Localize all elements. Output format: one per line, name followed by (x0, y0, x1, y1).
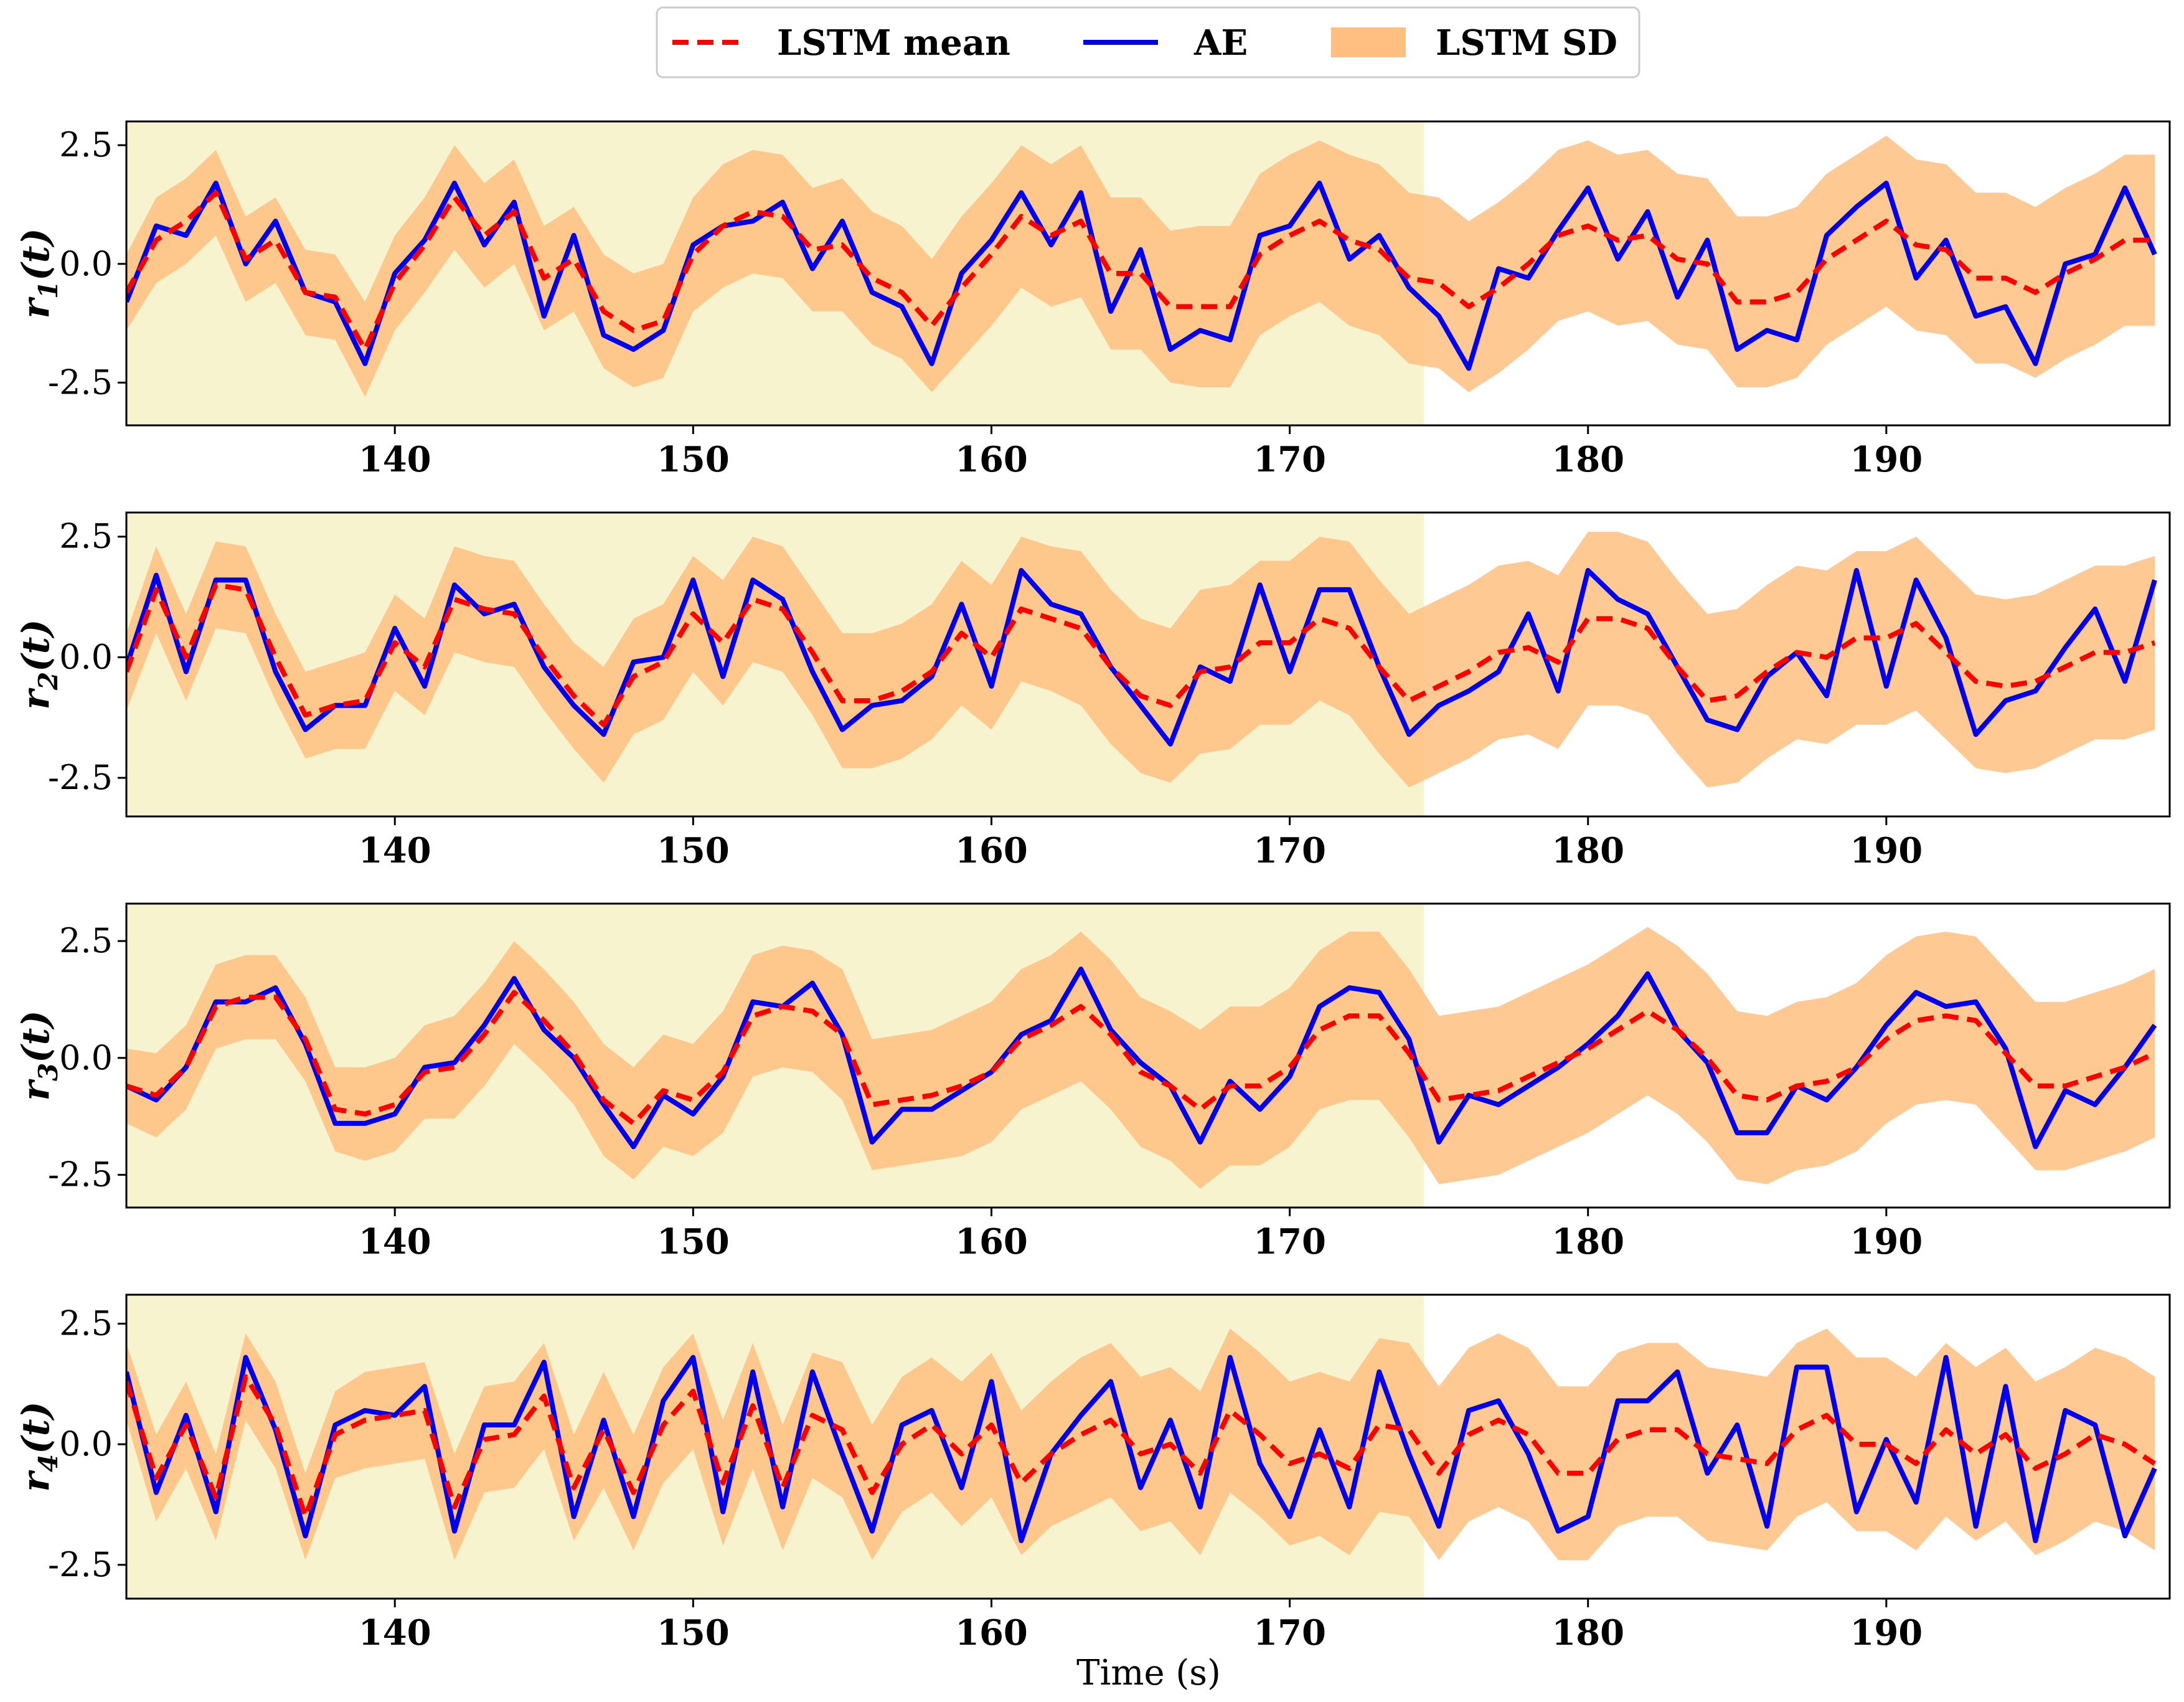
lstm-sd-band (126, 927, 2155, 1189)
y-tick-label: 0.0 (59, 244, 113, 283)
panels: -2.5 0.0 2.5 140 150 160 170 180 190 r1(t) -2.5 0.0… (14, 120, 2171, 1653)
legend: LSTM mean AE LSTM SD (656, 6, 1640, 78)
x-tick-label: 150 (657, 1221, 730, 1262)
x-tick-label: 160 (955, 830, 1028, 871)
lstm-sd-band (126, 1328, 2155, 1560)
panel-frame (125, 511, 2171, 818)
panel-frame (125, 1293, 2171, 1600)
x-tick-label: 180 (1551, 439, 1624, 480)
panel-plot-area (126, 904, 2157, 1208)
x-tick-label: 170 (1253, 439, 1326, 480)
ae-line (126, 967, 2157, 1150)
panel-plot-area (126, 513, 2157, 816)
legend-mean-label: LSTM mean (777, 22, 1010, 64)
x-tick-label: 170 (1253, 830, 1326, 871)
x-axis-label: Time (s) (1076, 1653, 1221, 1693)
panel-frame (125, 902, 2171, 1209)
y-axis-label: r1(t) (14, 228, 64, 318)
y-axis-label: r3(t) (14, 1010, 64, 1100)
y-tick-label: 0.0 (59, 1038, 113, 1077)
y-tick-label: 0.0 (59, 637, 113, 676)
panel-plot-area (126, 1295, 2157, 1599)
y-tick-label: 2.5 (59, 517, 113, 556)
legend-sd-label: LSTM SD (1436, 22, 1617, 64)
x-tick-label: 150 (657, 439, 730, 480)
panel-2: -2.5 0.0 2.5 140 150 160 170 180 190 r2(t) (14, 511, 2171, 871)
x-tick-label: 140 (359, 830, 431, 871)
lstm-mean-line (126, 190, 2155, 352)
x-tick-label: 150 (657, 830, 730, 871)
lstm-sd-band (126, 532, 2155, 788)
panel-4: -2.5 0.0 2.5 140 150 160 170 180 190 r4(t) (14, 1293, 2171, 1653)
x-tick-label: 140 (359, 1612, 431, 1653)
y-tick-label: 0.0 (59, 1424, 113, 1463)
x-tick-label: 190 (1850, 439, 1923, 480)
lstm-mean-line (126, 1374, 2157, 1520)
ae-line (126, 568, 2157, 747)
x-tick-label: 160 (955, 1612, 1028, 1653)
x-tick-label: 170 (1253, 1612, 1326, 1653)
y-tick-label: 2.5 (59, 921, 113, 960)
lstm-mean-line (126, 990, 2156, 1126)
y-tick-label: -2.5 (48, 1545, 113, 1584)
x-tick-label: 190 (1850, 1612, 1923, 1653)
ae-line (126, 1355, 2157, 1543)
x-tick-label: 160 (955, 439, 1028, 480)
x-tick-label: 170 (1253, 1221, 1326, 1262)
panel-plot-area (126, 121, 2157, 425)
x-tick-label: 190 (1850, 830, 1923, 871)
legend-sd-swatch (1331, 27, 1406, 57)
y-tick-label: -2.5 (48, 362, 113, 402)
panel-frame (125, 120, 2171, 427)
x-tick-label: 180 (1551, 830, 1624, 871)
panel-3: -2.5 0.0 2.5 140 150 160 170 180 190 r3(t) (14, 902, 2171, 1262)
legend-ae-label: AE (1193, 22, 1248, 64)
x-tick-label: 180 (1551, 1221, 1624, 1262)
x-tick-label: 140 (359, 1221, 431, 1262)
y-axis-label: r2(t) (14, 619, 64, 709)
y-tick-label: -2.5 (48, 1155, 113, 1194)
panel-1: -2.5 0.0 2.5 140 150 160 170 180 190 r1(t) (14, 120, 2171, 480)
x-tick-label: 190 (1850, 1221, 1923, 1262)
y-tick-label: 2.5 (59, 125, 113, 164)
x-tick-label: 160 (955, 1221, 1028, 1262)
x-tick-label: 140 (359, 439, 431, 480)
y-axis-label: r4(t) (14, 1401, 64, 1492)
y-tick-label: 2.5 (59, 1303, 113, 1343)
x-tick-label: 180 (1551, 1612, 1624, 1653)
y-tick-label: -2.5 (48, 758, 113, 797)
x-tick-label: 150 (657, 1612, 730, 1653)
lstm-mean-line (126, 582, 2156, 727)
